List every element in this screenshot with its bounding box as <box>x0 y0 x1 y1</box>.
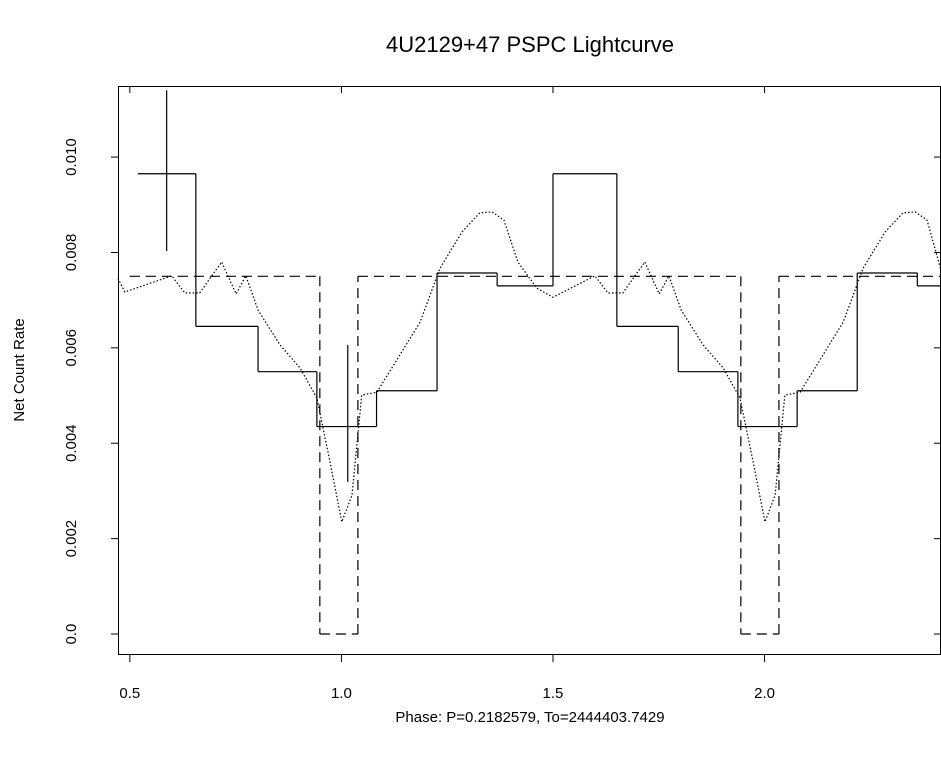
model-curve <box>117 211 941 525</box>
x-tick-label: 2.0 <box>754 685 775 702</box>
y-axis-title: Net Count Rate <box>11 318 28 421</box>
y-tick-label: 0.004 <box>63 424 80 462</box>
x-axis-title: Phase: P=0.2182579, To=2444403.7429 <box>395 709 664 726</box>
y-tick-label: 0.002 <box>63 520 80 558</box>
plot-frame <box>118 86 941 655</box>
y-tick-label: 0.008 <box>63 234 80 272</box>
chart-title: 4U2129+47 PSPC Lightcurve <box>386 32 674 57</box>
y-tick-label: 0.0 <box>63 624 80 645</box>
y-tick-label: 0.010 <box>63 138 80 176</box>
x-tick-label: 1.5 <box>543 685 564 702</box>
x-tick-label: 1.0 <box>331 685 352 702</box>
y-tick-label: 0.006 <box>63 329 80 367</box>
x-tick-label: 0.5 <box>119 685 140 702</box>
